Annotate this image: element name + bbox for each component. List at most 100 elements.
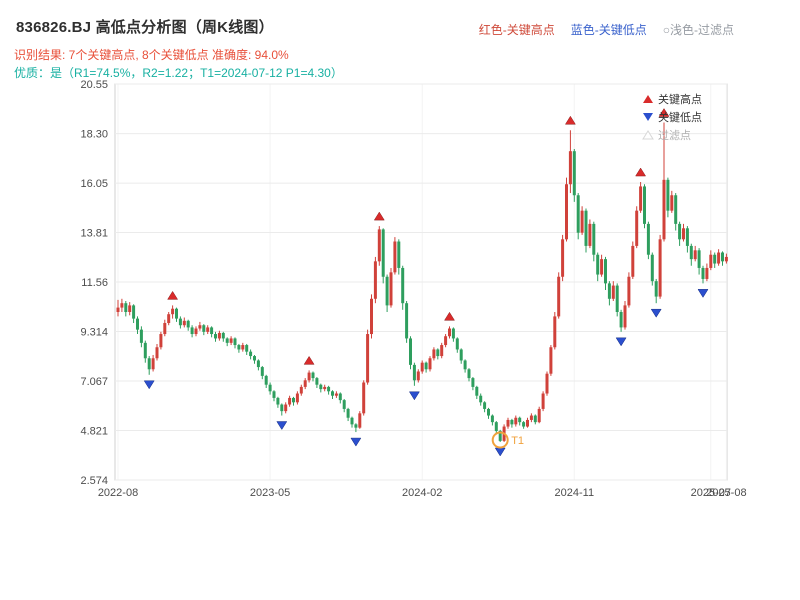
candle-body <box>124 303 128 313</box>
candle-body <box>506 419 510 427</box>
candle-body <box>537 408 541 423</box>
y-axis-tick-label: 2.574 <box>80 475 108 487</box>
candle-body <box>627 276 631 306</box>
key-high-marker <box>303 355 315 365</box>
candle-body <box>580 210 584 233</box>
candle-body <box>295 393 299 403</box>
key-low-marker <box>350 437 362 447</box>
legend-label: 关键高点 <box>658 92 702 106</box>
candle-body <box>549 347 553 374</box>
candle-body <box>717 252 721 264</box>
candle-body <box>432 349 436 359</box>
candle-body <box>373 261 377 299</box>
x-axis-tick-label: 2025-08 <box>706 487 746 499</box>
candle-body <box>643 186 646 224</box>
candle-body <box>319 384 323 390</box>
candle-body <box>377 229 381 262</box>
candle-body <box>529 415 533 420</box>
candle-body <box>338 393 342 401</box>
candle-body <box>662 179 666 240</box>
candle-body <box>584 210 588 246</box>
candle-body <box>713 254 717 264</box>
candle-body <box>397 241 401 268</box>
candle-body <box>249 351 253 357</box>
candle-body <box>596 254 600 275</box>
candle-body <box>693 250 697 260</box>
candle-body <box>190 327 194 335</box>
key-low-marker <box>408 391 420 401</box>
key-low-marker <box>697 289 709 298</box>
candle-body <box>167 314 171 324</box>
top-legend-filtered: ○浅色-过滤点 <box>662 23 734 37</box>
candle-body <box>233 338 237 346</box>
candle-body <box>366 334 370 383</box>
candle-body <box>202 325 206 332</box>
candle-body <box>600 259 604 275</box>
candle-body <box>475 386 479 396</box>
candle-body <box>494 422 498 431</box>
candle-body <box>701 267 705 279</box>
candle-body <box>272 391 276 398</box>
candle-body <box>186 320 190 328</box>
candle-body <box>393 241 397 273</box>
top-legend-key-high: 红色-关键高点 <box>478 23 555 37</box>
t1-label: T1 <box>511 435 524 447</box>
key-high-marker <box>373 211 385 221</box>
key-high-marker <box>167 290 179 300</box>
candle-body <box>448 328 451 337</box>
y-axis-tick-label: 7.067 <box>80 376 108 388</box>
candle-body <box>553 316 557 348</box>
candle-body <box>526 419 529 427</box>
candle-body <box>182 320 186 326</box>
candle-body <box>689 245 693 260</box>
candle-body <box>545 373 549 394</box>
candle-body <box>151 358 155 370</box>
recognition-result-line: 识别结果: 7个关键高点, 8个关键低点 准确度: 94.0% <box>14 48 289 62</box>
candle-body <box>674 195 678 224</box>
candle-body <box>670 195 674 211</box>
y-axis-tick-label: 18.30 <box>80 129 108 141</box>
legend-key-high-icon <box>643 95 653 103</box>
key-high-marker <box>635 167 647 177</box>
candle-body <box>463 360 467 370</box>
candle-body <box>682 228 685 240</box>
candle-body <box>724 256 728 262</box>
legend-label: 关键低点 <box>658 110 702 124</box>
x-axis-tick-label: 2025-07 <box>691 487 731 499</box>
key-low-marker <box>615 337 627 347</box>
t1-circle <box>491 431 509 449</box>
candle-body <box>697 250 701 268</box>
candle-body <box>241 345 245 350</box>
candle-body <box>120 303 124 308</box>
candle-body <box>307 372 311 381</box>
candle-body <box>210 327 214 335</box>
candle-body <box>147 358 151 370</box>
candle-body <box>572 151 576 196</box>
candle-body <box>303 380 307 387</box>
candle-body <box>354 424 358 428</box>
y-axis-tick-label: 11.56 <box>81 277 108 289</box>
top-legend-key-low: 蓝色-关键低点 <box>570 23 647 37</box>
candle-body <box>678 223 682 240</box>
candle-body <box>217 332 221 339</box>
candle-body <box>412 364 416 381</box>
candle-body <box>604 259 607 284</box>
candle-body <box>268 384 272 392</box>
candle-body <box>331 391 334 396</box>
candle-body <box>206 327 210 332</box>
candle-body <box>264 375 268 385</box>
key-low-marker <box>143 380 155 390</box>
candle-body <box>631 245 635 277</box>
candle-body <box>561 239 565 277</box>
candle-body <box>178 318 182 326</box>
candle-body <box>159 334 163 348</box>
key-high-marker <box>658 108 670 117</box>
candle-body <box>623 305 627 328</box>
candle-body <box>685 228 689 246</box>
candle-body <box>576 195 580 233</box>
candle-body <box>370 298 373 335</box>
candle-body <box>451 328 455 339</box>
candle-body <box>709 254 713 268</box>
candle-body <box>385 276 389 306</box>
